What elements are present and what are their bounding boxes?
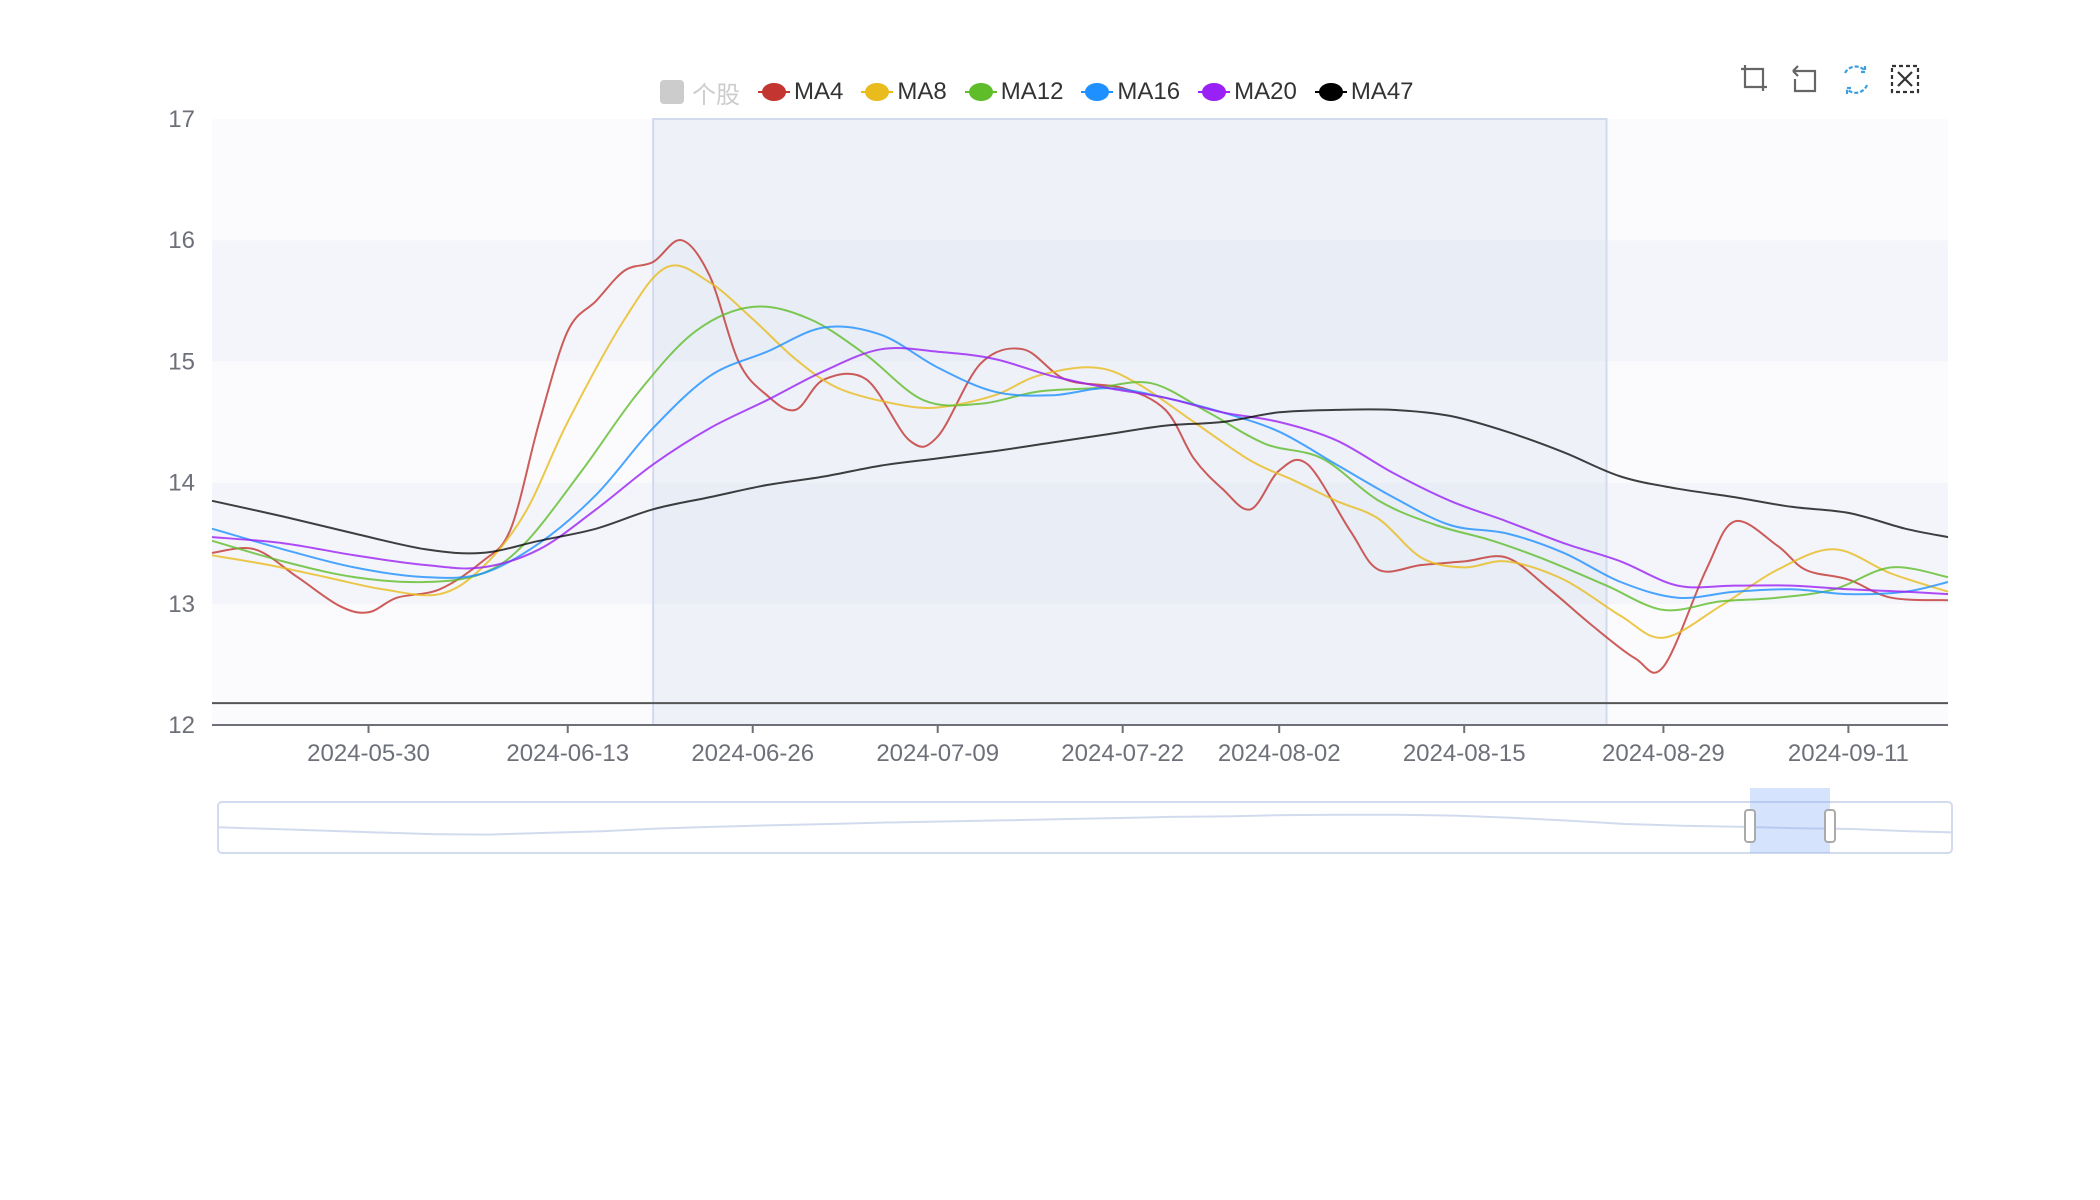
zoom-back-icon[interactable]	[1788, 62, 1822, 96]
x-tick-label: 2024-08-29	[1602, 740, 1725, 767]
series-line-ma47	[211, 408, 1949, 555]
y-tick-label: 12	[168, 712, 195, 739]
y-tick-label: 16	[168, 227, 195, 254]
series-line-ma20	[211, 347, 1949, 596]
data-zoom-handle-right[interactable]	[1824, 809, 1836, 843]
legend-label: MA20	[1234, 78, 1297, 105]
x-tick-label: 2024-09-11	[1788, 740, 1909, 767]
x-tick-label: 2024-08-15	[1403, 740, 1526, 767]
legend-item-ma47[interactable]: MA47	[1314, 78, 1414, 106]
legend-label: 个股	[692, 81, 740, 109]
brush-selection[interactable]	[652, 118, 1608, 726]
legend-label: MA8	[897, 78, 947, 105]
x-tick-label: 2024-06-13	[506, 740, 629, 767]
series-line-ma4	[211, 239, 1949, 674]
legend-marker-icon	[861, 83, 894, 101]
clear-selection-icon[interactable]	[1888, 62, 1922, 96]
x-tick-label: 2024-05-30	[307, 740, 430, 767]
series-line-ma16	[211, 325, 1949, 599]
series-line-ma8	[211, 264, 1949, 639]
legend-marker-icon	[964, 83, 997, 101]
legend-item-个股[interactable]: 个股	[660, 75, 740, 110]
grid-band	[212, 603, 1948, 725]
legend-item-ma20[interactable]: MA20	[1198, 78, 1297, 106]
y-tick-label: 15	[168, 348, 195, 375]
restore-icon[interactable]	[1838, 62, 1872, 96]
y-tick-label: 13	[168, 591, 195, 618]
data-zoom-window[interactable]	[1750, 788, 1830, 853]
legend-item-ma8[interactable]: MA8	[861, 78, 947, 106]
grid-band	[212, 119, 1948, 241]
legend-label: MA12	[1000, 78, 1064, 105]
legend-marker-icon	[1314, 83, 1347, 101]
legend-label: MA47	[1350, 78, 1414, 105]
x-tick-label: 2024-08-02	[1218, 740, 1341, 767]
chart-legend: 个股 MA4 MA8 MA12 MA16 MA20 MA47	[660, 78, 1436, 109]
data-zoom-slider[interactable]	[217, 801, 1953, 854]
legend-item-ma16[interactable]: MA16	[1081, 78, 1181, 106]
x-tick-label: 2024-07-09	[876, 740, 999, 767]
zoom-icon[interactable]	[1738, 62, 1772, 96]
data-zoom-handle-left[interactable]	[1744, 809, 1756, 843]
chart-toolbox	[1738, 62, 1922, 96]
y-tick-label: 14	[168, 470, 195, 497]
grid-band	[212, 482, 1948, 604]
legend-marker-icon	[758, 83, 790, 101]
grid-band	[212, 240, 1948, 362]
legend-item-ma12[interactable]: MA12	[964, 78, 1064, 106]
legend-marker-icon	[1081, 83, 1114, 101]
x-tick-label: 2024-06-26	[691, 740, 814, 767]
legend-marker-icon	[660, 80, 684, 104]
legend-item-ma4[interactable]: MA4	[758, 78, 844, 106]
legend-label: MA16	[1117, 78, 1181, 105]
legend-marker-icon	[1198, 83, 1231, 101]
legend-label: MA4	[794, 78, 844, 105]
x-tick-label: 2024-07-22	[1061, 740, 1184, 767]
y-tick-label: 17	[168, 106, 195, 133]
data-zoom-preview	[217, 813, 1953, 836]
